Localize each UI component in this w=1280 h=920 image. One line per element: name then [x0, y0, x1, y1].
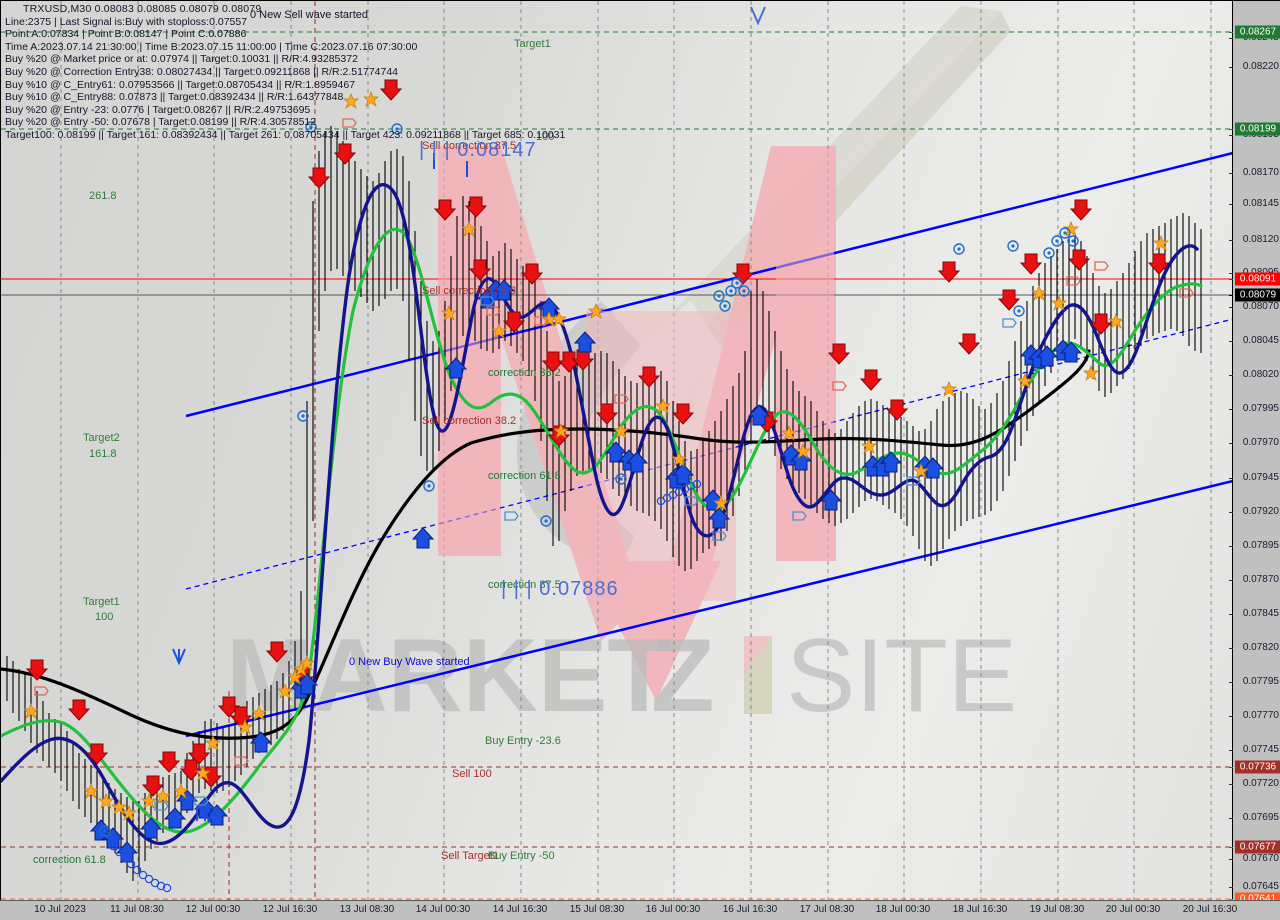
price-tick-dash [1229, 648, 1233, 649]
price-marker-dash [1229, 279, 1233, 280]
price-marker: 0.08079 [1235, 288, 1280, 302]
price-marker-dash [1229, 767, 1233, 768]
price-marker: 0.08267 [1235, 25, 1280, 39]
chart-plot-area[interactable]: MARKET Z SITE [0, 0, 1233, 901]
price-tick-dash [1229, 375, 1233, 376]
time-tick: 11 Jul 08:30 [110, 904, 164, 915]
price-tick-dash [1229, 173, 1233, 174]
price-marker-dash [1229, 32, 1233, 33]
price-tick-dash [1229, 818, 1233, 819]
price-tick-dash [1229, 443, 1233, 444]
price-tick-dash [1229, 38, 1233, 39]
price-tick: 0.07745 [1242, 744, 1279, 755]
price-marker: 0.07736 [1235, 760, 1280, 774]
price-tick-dash [1229, 273, 1233, 274]
price-tick-dash [1229, 240, 1233, 241]
price-tick-dash [1229, 135, 1233, 136]
price-tick: 0.08220 [1242, 61, 1279, 72]
time-tick: 18 Jul 16:30 [952, 904, 1008, 915]
price-tick: 0.07770 [1242, 710, 1279, 721]
time-tick: 14 Jul 16:30 [492, 904, 548, 915]
price-tick-dash [1229, 546, 1233, 547]
time-tick: 10 Jul 2023 [34, 904, 86, 915]
price-tick-dash [1229, 750, 1233, 751]
price-marker-dash [1229, 847, 1233, 848]
price-tick-dash [1229, 580, 1233, 581]
price-tick: 0.07970 [1242, 437, 1279, 448]
price-tick-dash [1229, 682, 1233, 683]
price-tick-dash [1229, 307, 1233, 308]
price-scale[interactable]: 0.082450.082200.081950.081700.081450.081… [1229, 0, 1280, 906]
price-tick: 0.07795 [1242, 676, 1279, 687]
price-tick: 0.07870 [1242, 574, 1279, 585]
svg-text:Z: Z [651, 618, 715, 734]
price-tick: 0.07720 [1242, 778, 1279, 789]
price-tick-dash [1229, 887, 1233, 888]
price-tick: 0.08170 [1242, 167, 1279, 178]
price-marker-dash [1229, 295, 1233, 296]
price-tick-dash [1229, 478, 1233, 479]
time-tick: 14 Jul 00:30 [415, 904, 471, 915]
price-tick: 0.07645 [1242, 881, 1279, 892]
price-tick: 0.07845 [1242, 608, 1279, 619]
price-tick-dash [1229, 409, 1233, 410]
signal-markers-layer [23, 6, 1194, 893]
time-tick: 17 Jul 08:30 [799, 904, 855, 915]
time-tick: 19 Jul 08:30 [1029, 904, 1085, 915]
price-tick-dash [1229, 512, 1233, 513]
price-tick: 0.08070 [1242, 301, 1279, 312]
price-tick: 0.07670 [1242, 853, 1279, 864]
time-tick: 18 Jul 00:30 [875, 904, 931, 915]
price-tick-dash [1229, 614, 1233, 615]
time-scale[interactable]: 10 Jul 2023 11 Jul 08:30 12 Jul 00:30 12 Ju… [0, 900, 1280, 920]
price-tick: 0.07920 [1242, 506, 1279, 517]
price-tick: 0.07945 [1242, 472, 1279, 483]
price-marker-dash [1229, 899, 1233, 900]
price-tick-dash [1229, 784, 1233, 785]
price-tick-dash [1229, 67, 1233, 68]
price-tick: 0.07895 [1242, 540, 1279, 551]
price-marker-dash [1229, 129, 1233, 130]
price-tick: 0.07820 [1242, 642, 1279, 653]
time-tick: 16 Jul 00:30 [645, 904, 701, 915]
time-tick: 20 Jul 00:30 [1105, 904, 1161, 915]
svg-text:SITE: SITE [786, 618, 1017, 734]
price-tick-dash [1229, 204, 1233, 205]
price-marker: 0.08091 [1235, 272, 1280, 286]
time-tick: 15 Jul 08:30 [569, 904, 625, 915]
time-tick: 20 Jul 16:30 [1182, 904, 1238, 915]
price-tick: 0.08145 [1242, 198, 1279, 209]
price-tick: 0.07995 [1242, 403, 1279, 414]
time-tick: 13 Jul 08:30 [339, 904, 395, 915]
price-tick-dash [1229, 716, 1233, 717]
time-tick: 12 Jul 16:30 [262, 904, 318, 915]
price-tick-dash [1229, 341, 1233, 342]
price-tick: 0.07695 [1242, 812, 1279, 823]
price-tick: 0.08120 [1242, 234, 1279, 245]
price-tick-dash [1229, 859, 1233, 860]
time-tick: 16 Jul 16:30 [722, 904, 778, 915]
price-tick: 0.08045 [1242, 335, 1279, 346]
price-marker: 0.07677 [1235, 840, 1280, 854]
price-marker: 0.08199 [1235, 122, 1280, 136]
price-tick: 0.08020 [1242, 369, 1279, 380]
time-tick: 12 Jul 00:30 [185, 904, 241, 915]
